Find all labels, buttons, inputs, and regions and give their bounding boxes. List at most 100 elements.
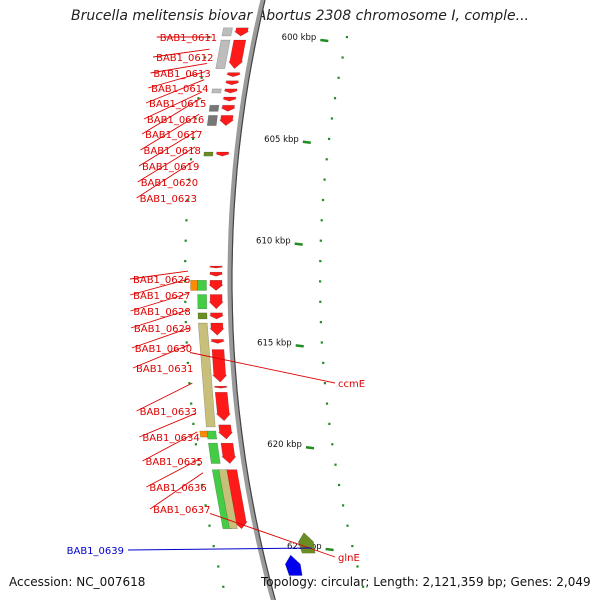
outer-tick <box>184 239 187 242</box>
label-line <box>140 113 200 151</box>
backbone-arc <box>227 0 276 600</box>
minor-tick <box>328 137 331 140</box>
label-line <box>145 79 205 104</box>
kbp-label: 615 kbp <box>257 338 292 348</box>
minor-tick <box>330 117 333 120</box>
label-line <box>146 458 202 488</box>
gene-hit-0617 <box>208 104 220 112</box>
gene-BAB1_0635 <box>217 424 234 440</box>
gene-label-layer: BAB1_0611 BAB1_0612 BAB1_0613 BAB1_0614 BAB1… <box>67 33 365 564</box>
gene-label: ccmE <box>338 379 365 390</box>
outer-tick <box>186 361 189 364</box>
outer-tick <box>185 219 188 222</box>
label-line <box>141 97 202 135</box>
gene-BAB1_0615 <box>223 88 238 94</box>
summary-text: Topology: circular; Length: 2,121,359 bp… <box>261 575 591 589</box>
label-line <box>147 71 206 89</box>
gene-ccmE <box>210 339 225 344</box>
outer-tick <box>189 158 193 161</box>
gene-BAB1_0634 <box>214 391 232 422</box>
gene-label: BAB1_0614 <box>151 84 208 95</box>
minor-tick <box>322 361 325 364</box>
outer-tick <box>184 280 187 283</box>
outer-tick <box>204 504 207 507</box>
gene-BAB1_0631 <box>209 322 225 336</box>
minor-tick <box>320 219 323 222</box>
outer-tick <box>200 76 203 79</box>
major-tick <box>320 38 329 43</box>
label-line <box>142 431 198 462</box>
minor-tick <box>342 504 345 507</box>
minor-tick <box>319 260 322 263</box>
outer-tick <box>184 300 187 303</box>
outer-tick <box>184 321 187 324</box>
major-tick <box>295 344 304 348</box>
label-line <box>153 48 210 58</box>
major-tick <box>294 242 303 246</box>
outer-tick <box>212 545 215 548</box>
outer-tick <box>200 483 204 487</box>
kbp-label: 620 kbp <box>267 440 302 450</box>
outer-tick <box>204 56 207 59</box>
outer-tick <box>192 137 195 140</box>
label-line <box>132 343 190 369</box>
label-line <box>129 278 189 296</box>
gene-hit-0635o <box>199 430 208 438</box>
gene-BAB1_0633b <box>213 385 228 389</box>
gene-label: BAB1_0612 <box>156 53 213 64</box>
label-line <box>136 160 194 199</box>
gene-BAB1_0640 <box>284 554 303 576</box>
backbone <box>227 0 276 600</box>
minor-tick <box>319 239 322 242</box>
label-line <box>137 146 196 183</box>
gene-label: BAB1_0620 <box>141 178 198 189</box>
major-tick <box>305 445 315 450</box>
gene-BAB1_0633 <box>211 349 228 383</box>
gene-label: BAB1_0631 <box>136 364 193 375</box>
minor-tick <box>334 463 337 466</box>
major-tick <box>302 140 311 145</box>
gene-label: BAB1_0636 <box>149 483 206 494</box>
minor-tick <box>333 97 337 100</box>
gene-BAB1_0629 <box>208 294 224 310</box>
gene-BAB1_0639 <box>298 532 316 554</box>
gene-label: BAB1_0619 <box>142 162 199 173</box>
label-line <box>209 512 336 558</box>
outer-tick <box>188 382 191 385</box>
gene-label: BAB1_0627 <box>133 291 190 302</box>
gene-hit-0611 <box>221 27 233 37</box>
gene-label: BAB1_0623 <box>140 194 197 205</box>
gene-BAB1_0611 <box>233 27 250 37</box>
label-line <box>130 309 189 329</box>
gene-label: BAB1_0616 <box>147 115 204 126</box>
gene-label: BAB1_0626 <box>133 275 190 286</box>
label-line-layer <box>127 36 336 558</box>
gene-hit-0631 <box>197 322 216 428</box>
accession-text: Accession: NC_007618 <box>9 575 146 589</box>
minor-tick <box>337 76 340 79</box>
gene-label: BAB1_0618 <box>144 146 201 157</box>
kbp-label: 600 kbp <box>282 33 317 43</box>
label-line <box>139 413 196 438</box>
minor-tick <box>351 545 354 548</box>
gene-hit-0629 <box>197 294 208 310</box>
outer-tick <box>197 97 200 100</box>
label-line <box>136 382 193 412</box>
gene-BAB1_0627 <box>208 271 224 277</box>
outer-tick <box>222 585 225 588</box>
gene-BAB1_0616 <box>222 96 237 102</box>
outer-tick <box>190 402 193 405</box>
outer-tick <box>194 443 197 446</box>
minor-tick <box>319 280 322 283</box>
gene-hit-0623 <box>203 151 214 157</box>
gene-label: BAB1_0629 <box>134 324 191 335</box>
gene-BAB1_0630 <box>209 312 224 320</box>
minor-tick <box>341 56 344 59</box>
gene-label: BAB1_0613 <box>153 69 210 80</box>
minor-tick-layer <box>184 36 365 588</box>
label-line <box>150 62 207 74</box>
minor-tick <box>323 382 326 385</box>
minor-tick <box>328 422 331 425</box>
